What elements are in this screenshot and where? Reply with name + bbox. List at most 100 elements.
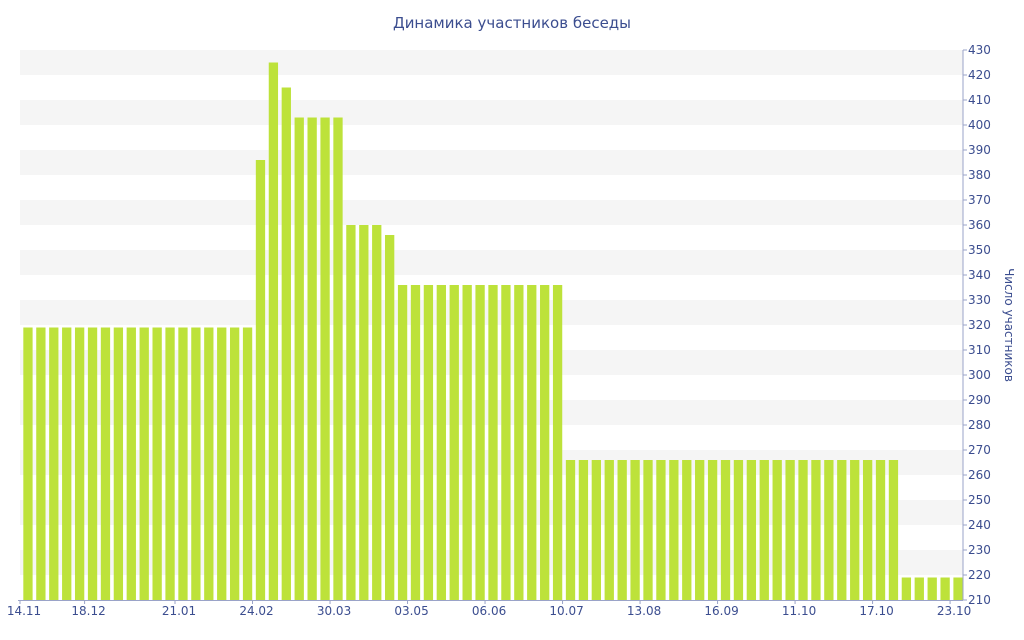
bar [152,327,162,600]
y-tick-label: 250 [968,493,991,507]
bar [165,327,175,600]
bar [824,460,834,600]
y-tick-label: 410 [968,93,991,107]
y-tick-label: 380 [968,168,991,182]
bar [695,460,705,600]
bar [268,62,279,600]
y-tick-label: 360 [968,218,991,232]
grid-band [20,150,963,175]
bar [217,327,227,600]
y-tick-label: 430 [968,43,991,57]
bar [707,460,718,600]
bar [372,225,382,600]
chart-title: Динамика участников беседы [393,14,631,32]
bar [578,460,589,600]
bar [901,577,912,600]
x-tick-label: 30.03 [317,604,351,618]
y-tick-label: 420 [968,68,991,82]
bar [940,577,950,600]
bar [862,460,873,600]
bar [346,225,356,600]
bar [604,460,614,600]
y-axis-label: Число участников [1002,268,1016,382]
bar [385,235,395,600]
x-tick-label: 14.11 [7,604,41,618]
bar [643,460,653,600]
bar [333,117,343,600]
bar [514,285,524,600]
grid-band [20,50,963,75]
y-tick-label: 300 [968,368,991,382]
bar [178,327,188,600]
bar [591,460,601,600]
bar [397,285,408,600]
bar [669,460,679,600]
bar [565,460,576,600]
x-tick-label: 21.01 [162,604,196,618]
bar [100,327,111,600]
y-tick-label: 390 [968,143,991,157]
bar [475,285,485,600]
grid-band [20,100,963,125]
y-tick-label: 290 [968,393,991,407]
bar [501,285,511,600]
bar [785,460,795,600]
bar [62,327,72,600]
grid-band [20,250,963,275]
bar [759,460,769,600]
x-tick-label: 16.09 [704,604,738,618]
bar [630,460,640,600]
bar [204,327,214,600]
bar [488,285,498,600]
x-tick-label: 24.02 [239,604,273,618]
bar [449,285,459,600]
bar [23,327,33,600]
bar [191,327,201,600]
bar [927,577,937,600]
bar [617,460,627,600]
grid-band [20,200,963,225]
x-tick-label: 03.05 [394,604,428,618]
bar [307,117,317,600]
x-axis-tick-labels: 14.11 18.12 21.01 24.02 30.03 03.05 06.06 10.07… [7,600,971,618]
bar [87,327,98,600]
bar [953,577,963,600]
bar [281,87,291,600]
bar [462,285,472,600]
bar [423,285,434,600]
bar [436,285,446,600]
bar [888,460,899,600]
bar [139,327,149,600]
bar [242,327,253,600]
bar [540,285,550,600]
bar [875,460,886,600]
y-tick-label: 310 [968,343,991,357]
bar [113,327,124,600]
bar [811,460,821,600]
y-tick-label: 400 [968,118,991,132]
bar [656,460,666,600]
bar [914,577,924,600]
x-tick-label: 06.06 [472,604,506,618]
y-tick-label: 270 [968,443,991,457]
y-tick-label: 320 [968,318,991,332]
x-tick-label: 13.08 [627,604,661,618]
bar [359,225,369,600]
bar [798,460,808,600]
bar [552,285,563,600]
bar [229,327,240,600]
bar [772,460,782,600]
bar [294,117,304,600]
bar [733,460,744,600]
bar [527,285,537,600]
y-tick-label: 330 [968,293,991,307]
bar [126,327,136,600]
y-tick-label: 340 [968,268,991,282]
x-tick-label: 10.07 [549,604,583,618]
x-tick-label: 11.10 [782,604,816,618]
y-tick-label: 280 [968,418,991,432]
y-tick-label: 210 [968,593,991,607]
x-tick-label: 23.10 [937,604,971,618]
